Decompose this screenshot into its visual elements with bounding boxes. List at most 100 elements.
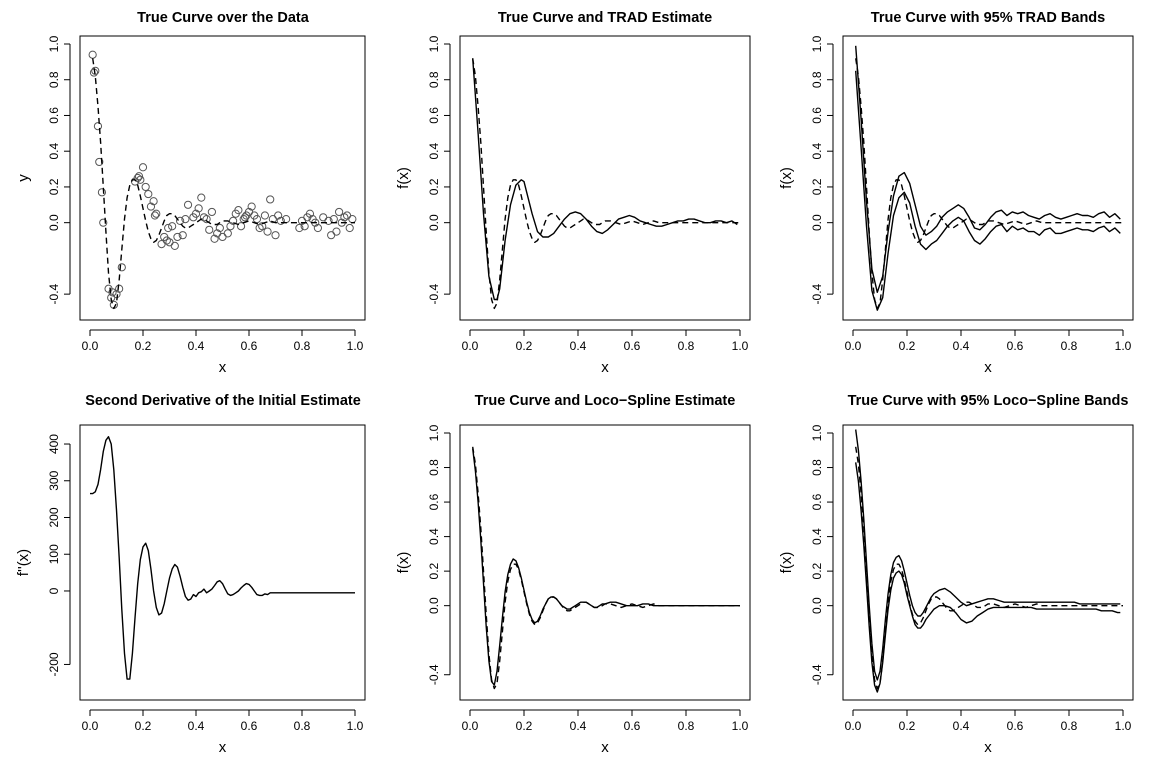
x-tick-label: 0.8 bbox=[1061, 339, 1078, 353]
x-tick-label: 0.2 bbox=[899, 339, 916, 353]
x-tick-label: 0.8 bbox=[294, 719, 311, 733]
y-tick-label: 0.2 bbox=[810, 562, 824, 579]
data-point bbox=[335, 207, 344, 217]
data-point bbox=[236, 222, 246, 231]
y-tick-label: -0.4 bbox=[427, 283, 441, 304]
y-tick-label: 0.0 bbox=[427, 597, 441, 614]
y-tick-label: -0.4 bbox=[810, 283, 824, 304]
y-tick-label: 0.8 bbox=[427, 71, 441, 88]
y-axis-label: f''(x) bbox=[15, 549, 32, 576]
y-tick-label: 0.2 bbox=[810, 178, 824, 195]
data-point bbox=[108, 288, 117, 297]
y-tick-label: 0.6 bbox=[427, 107, 441, 124]
true-curve-line bbox=[472, 58, 740, 310]
data-point bbox=[170, 241, 179, 250]
y-tick-label: 1.0 bbox=[427, 35, 441, 52]
y-axis-label: y bbox=[15, 174, 32, 182]
x-tick-label: 0.4 bbox=[570, 339, 587, 353]
data-point bbox=[117, 263, 126, 272]
chart-title: Second Derivative of the Initial Estimat… bbox=[85, 393, 361, 409]
data-point bbox=[313, 223, 322, 233]
data-point bbox=[207, 207, 216, 217]
data-point bbox=[332, 227, 341, 236]
chart-title: True Curve over the Data bbox=[137, 10, 310, 26]
x-tick-label: 1.0 bbox=[347, 719, 364, 733]
y-axis-label: f(x) bbox=[395, 552, 412, 574]
y-tick-label: 300 bbox=[47, 470, 61, 490]
data-point bbox=[181, 214, 190, 224]
y-tick-label: 0.8 bbox=[810, 71, 824, 88]
x-axis-label: x bbox=[984, 739, 992, 756]
data-point bbox=[274, 211, 283, 220]
data-point bbox=[247, 202, 256, 211]
y-tick-label: 0.6 bbox=[427, 493, 441, 510]
y-tick-label: 0.0 bbox=[810, 597, 824, 614]
x-tick-label: 1.0 bbox=[1115, 719, 1132, 733]
data-point bbox=[295, 223, 304, 233]
y-axis-label: f(x) bbox=[778, 552, 795, 574]
true-curve-line bbox=[855, 446, 1123, 690]
data-point bbox=[138, 163, 148, 172]
y-tick-label: 0.0 bbox=[47, 214, 61, 231]
y-tick-label: 0.4 bbox=[810, 528, 824, 545]
true-curve-line bbox=[855, 58, 1123, 310]
plot-frame bbox=[842, 424, 1134, 701]
data-point bbox=[173, 232, 182, 242]
x-tick-label: 0.4 bbox=[953, 339, 970, 353]
y-tick-label: -0.4 bbox=[427, 664, 441, 685]
x-tick-label: 0.8 bbox=[678, 719, 695, 733]
x-tick-label: 0.8 bbox=[678, 339, 695, 353]
data-point bbox=[168, 222, 177, 231]
y-tick-label: 0.4 bbox=[47, 143, 61, 160]
data-point bbox=[210, 234, 219, 243]
y-tick-label: 200 bbox=[47, 507, 61, 527]
x-tick-label: 0.2 bbox=[135, 719, 152, 733]
data-point bbox=[97, 188, 107, 197]
data-point bbox=[164, 223, 173, 233]
plot-frame bbox=[79, 35, 366, 321]
data-point bbox=[255, 223, 264, 233]
x-tick-label: 0.2 bbox=[135, 339, 152, 353]
plot-frame bbox=[79, 424, 366, 701]
y-tick-label: 0 bbox=[47, 587, 61, 594]
data-point bbox=[95, 157, 104, 167]
x-tick-label: 0.0 bbox=[462, 339, 479, 353]
data-point bbox=[93, 122, 103, 131]
data-point bbox=[205, 225, 214, 234]
y-tick-label: 0.6 bbox=[47, 107, 61, 124]
x-tick-label: 0.6 bbox=[624, 719, 641, 733]
x-tick-label: 0.0 bbox=[845, 339, 862, 353]
x-tick-label: 0.0 bbox=[845, 719, 862, 733]
x-tick-label: 1.0 bbox=[347, 339, 364, 353]
x-tick-label: 1.0 bbox=[1115, 339, 1132, 353]
data-point bbox=[191, 209, 201, 218]
y-tick-label: 0.4 bbox=[427, 143, 441, 160]
data-point bbox=[305, 209, 315, 218]
x-tick-label: 0.6 bbox=[624, 339, 641, 353]
data-point bbox=[202, 214, 211, 224]
x-tick-label: 0.2 bbox=[516, 719, 533, 733]
y-tick-label: 0.0 bbox=[810, 214, 824, 231]
chart-title: True Curve and Loco−Spline Estimate bbox=[475, 393, 736, 409]
x-axis-label: x bbox=[601, 359, 609, 376]
y-tick-label: 1.0 bbox=[47, 35, 61, 52]
data-point bbox=[99, 218, 108, 227]
x-tick-label: 0.6 bbox=[241, 339, 258, 353]
x-tick-label: 0.0 bbox=[82, 719, 99, 733]
y-tick-label: 1.0 bbox=[810, 35, 824, 52]
data-point bbox=[197, 193, 206, 202]
x-tick-label: 0.2 bbox=[899, 719, 916, 733]
estimate-line bbox=[855, 70, 1121, 311]
data-point bbox=[136, 175, 145, 184]
y-tick-label: 0.4 bbox=[427, 528, 441, 545]
data-point bbox=[133, 173, 142, 183]
plot-frame bbox=[459, 424, 751, 701]
data-point bbox=[234, 206, 243, 215]
y-tick-label: 0.2 bbox=[427, 562, 441, 579]
x-tick-label: 0.6 bbox=[1007, 339, 1024, 353]
data-point bbox=[240, 213, 250, 222]
data-point bbox=[266, 195, 275, 204]
data-point bbox=[149, 197, 158, 206]
